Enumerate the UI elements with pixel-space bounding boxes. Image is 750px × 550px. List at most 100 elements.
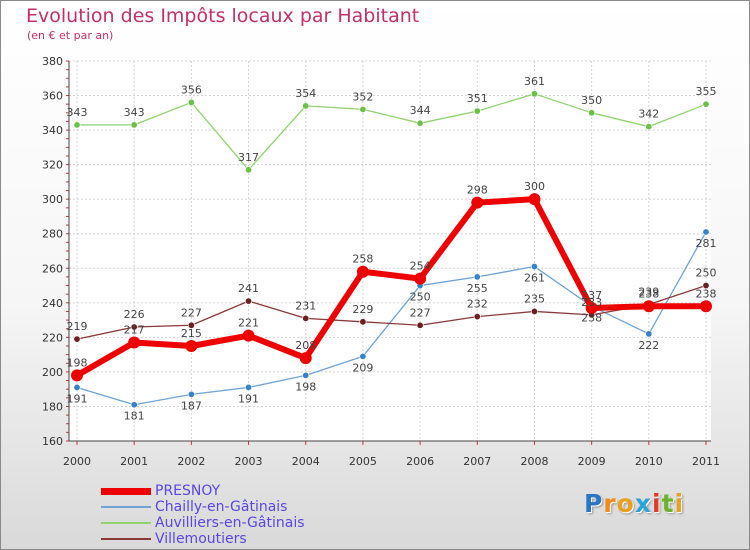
data-label: 250	[696, 267, 717, 280]
legend-label: Chailly-en-Gâtinais	[155, 499, 288, 515]
data-point	[530, 263, 538, 271]
data-label: 238	[638, 287, 659, 300]
plot-area	[69, 61, 711, 441]
series-line	[75, 196, 706, 378]
data-label: 356	[181, 83, 202, 96]
y-tick-label: 280	[42, 228, 63, 241]
x-tick-label: 2009	[578, 455, 606, 468]
data-point	[71, 369, 83, 382]
series-line	[76, 231, 707, 406]
data-label: 219	[67, 320, 88, 333]
data-point	[528, 193, 541, 206]
data-label: 350	[581, 94, 602, 107]
data-point	[473, 273, 481, 281]
data-label: 231	[295, 299, 316, 312]
data-label: 235	[524, 292, 545, 305]
data-point	[242, 329, 255, 342]
legend: PRESNOY Chailly-en-Gâtinais Auvilliers-e…	[101, 483, 421, 547]
data-point	[700, 300, 712, 313]
data-point	[416, 321, 424, 329]
legend-item-chailly: Chailly-en-Gâtinais	[101, 499, 421, 515]
data-label: 232	[467, 298, 488, 311]
x-tick-label: 2004	[292, 455, 320, 468]
data-point	[130, 401, 138, 409]
data-label: 237	[581, 289, 602, 302]
y-tick-label: 300	[42, 193, 63, 206]
x-tick-label: 2001	[120, 455, 148, 468]
x-tick-label: 2011	[692, 455, 720, 468]
legend-swatch	[101, 538, 151, 540]
data-label: 222	[638, 339, 659, 352]
y-tick-label: 240	[42, 297, 63, 310]
data-point	[530, 307, 538, 315]
data-label: 254	[410, 260, 431, 273]
y-tick-label: 160	[42, 435, 63, 448]
data-point	[187, 321, 195, 329]
data-label: 226	[124, 308, 145, 321]
data-label: 261	[524, 272, 545, 285]
x-tick-label: 2010	[635, 455, 663, 468]
data-point	[245, 383, 253, 391]
logo-letter: o	[616, 489, 635, 518]
data-point	[128, 336, 141, 349]
x-tick-label: 2002	[177, 455, 205, 468]
legend-swatch	[101, 488, 151, 495]
data-point	[588, 109, 596, 117]
logo-letter: x	[634, 489, 652, 518]
legend-swatch	[101, 506, 151, 508]
data-label: 250	[410, 291, 431, 304]
data-point	[702, 100, 710, 108]
legend-item-auvilliers: Auvilliers-en-Gâtinais	[101, 515, 421, 531]
data-label: 361	[524, 75, 545, 88]
data-label: 198	[295, 380, 316, 393]
x-tick-label: 2000	[63, 455, 91, 468]
y-tick-label: 360	[42, 90, 63, 103]
legend-label: Villemoutiers	[155, 531, 247, 547]
logo-letter: t	[661, 489, 675, 518]
data-point	[356, 265, 369, 278]
legend-item-presnoy: PRESNOY	[101, 483, 421, 499]
data-point	[642, 300, 655, 313]
series-line	[76, 284, 707, 340]
data-label: 217	[124, 324, 145, 337]
data-label: 191	[238, 392, 259, 405]
data-point	[302, 371, 310, 379]
data-point	[130, 323, 138, 331]
data-point	[702, 228, 710, 236]
data-point	[299, 352, 312, 365]
data-label: 343	[124, 106, 145, 119]
logo-letter: P	[584, 489, 604, 518]
data-label: 258	[352, 253, 373, 266]
chart-subtitle: (en € et par an)	[27, 29, 114, 42]
data-label: 343	[67, 106, 88, 119]
data-point	[73, 335, 81, 343]
data-label: 227	[181, 306, 202, 319]
data-point	[530, 90, 538, 98]
x-tick-label: 2007	[463, 455, 491, 468]
data-point	[585, 302, 598, 314]
data-point	[73, 121, 81, 129]
data-point	[702, 282, 710, 290]
data-label: 300	[524, 180, 545, 193]
data-point	[471, 196, 484, 209]
data-label: 317	[238, 151, 259, 164]
data-point	[414, 272, 427, 285]
data-label: 238	[581, 311, 602, 324]
data-label: 355	[696, 85, 717, 98]
y-tick-label: 320	[42, 159, 63, 172]
data-point	[130, 121, 138, 129]
x-tick-label: 2006	[406, 455, 434, 468]
data-label: 181	[124, 410, 145, 423]
logo-letter: i	[652, 489, 662, 518]
data-point	[245, 297, 253, 305]
logo-letter: i	[674, 489, 685, 518]
legend-label: Auvilliers-en-Gâtinais	[155, 515, 305, 531]
y-tick-label: 380	[42, 55, 63, 68]
data-label: 352	[352, 90, 373, 103]
chart-title: Evolution des Impôts locaux par Habitant	[26, 5, 420, 27]
y-tick-label: 180	[42, 400, 63, 413]
x-tick-label: 2008	[520, 455, 548, 468]
data-label: 298	[467, 184, 488, 197]
